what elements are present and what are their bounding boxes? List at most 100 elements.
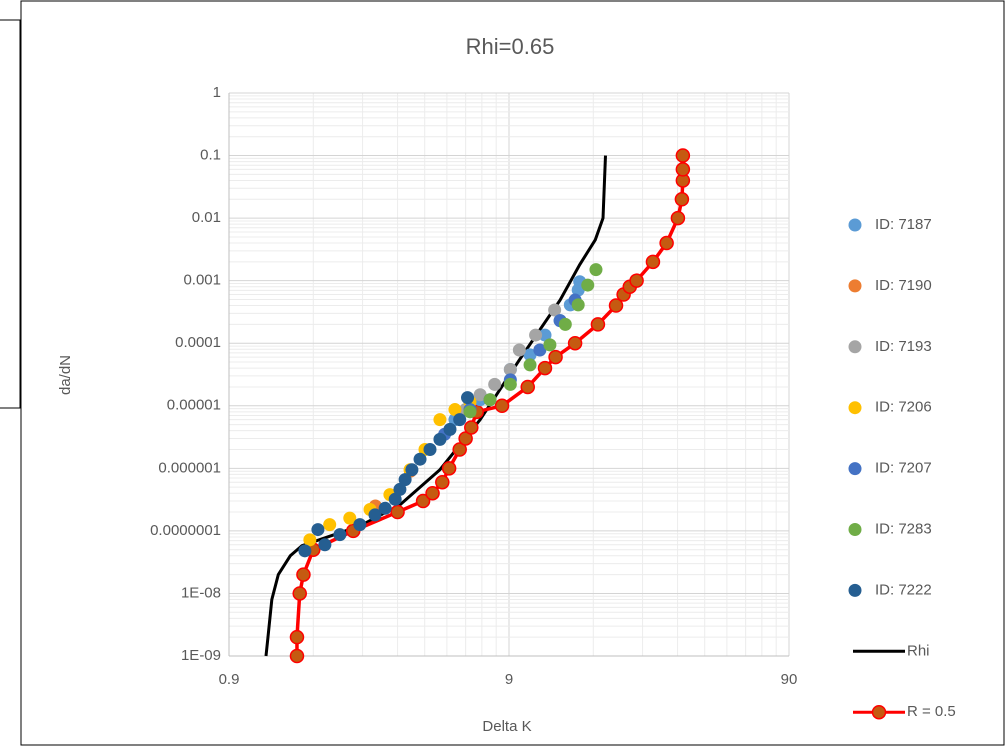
point <box>589 263 603 277</box>
point <box>443 422 457 436</box>
point <box>393 482 407 496</box>
point <box>433 432 447 446</box>
legend-marker <box>848 462 862 476</box>
point <box>292 586 307 601</box>
point <box>571 298 585 312</box>
neighbor-chart-edge <box>0 19 21 409</box>
point <box>452 442 467 457</box>
point <box>608 298 624 313</box>
legend-label: ID: 7193 <box>875 338 932 355</box>
point <box>543 338 557 352</box>
plot <box>264 148 691 664</box>
point <box>520 379 535 395</box>
point <box>675 148 691 163</box>
point <box>538 328 552 342</box>
y-tick-label: 0.0000001 <box>150 522 221 539</box>
point <box>645 254 661 270</box>
x-tick-label: 0.9 <box>219 671 240 688</box>
point <box>433 413 447 427</box>
legend-label: ID: 7222 <box>875 581 932 598</box>
point <box>425 485 440 501</box>
point <box>296 567 311 582</box>
point <box>503 363 517 377</box>
point <box>441 461 457 476</box>
point <box>558 317 572 331</box>
point <box>548 349 563 365</box>
point <box>670 210 686 226</box>
legend-marker <box>848 340 862 354</box>
x-axis-title: Delta K <box>482 718 531 735</box>
point <box>405 463 419 477</box>
point <box>567 335 583 351</box>
y-tick-label: 0.000001 <box>158 459 221 476</box>
y-tick-label: 1E-09 <box>181 647 221 664</box>
grid: 0.9 9 90 1E-09 1E-08 0.0000001 0.000001 0.00001… <box>150 84 797 688</box>
point <box>303 533 317 547</box>
x-tick-label: 9 <box>505 671 513 688</box>
chart-title: Rhi=0.65 <box>466 34 555 59</box>
point <box>413 452 427 466</box>
legend-label: Rhi <box>907 642 930 659</box>
point <box>461 391 475 405</box>
legend-label: ID: 7283 <box>875 520 932 537</box>
legend-marker <box>848 279 862 293</box>
legend-label: ID: 7190 <box>875 277 932 294</box>
y-tick-label: 0.1 <box>200 147 221 164</box>
y-tick-label: 1E-08 <box>181 584 221 601</box>
point <box>494 398 510 414</box>
legend-label: ID: 7206 <box>875 399 932 416</box>
point <box>318 538 332 552</box>
point <box>581 278 595 292</box>
point <box>415 493 431 509</box>
point <box>523 348 537 362</box>
point <box>435 474 450 490</box>
point <box>512 343 526 357</box>
point <box>473 388 487 402</box>
point <box>368 508 382 522</box>
legend-marker <box>848 523 862 536</box>
point <box>464 420 479 435</box>
point <box>488 377 502 391</box>
point <box>448 403 462 417</box>
point <box>674 192 690 207</box>
point <box>503 377 517 391</box>
point <box>659 235 674 251</box>
legend-marker <box>871 704 887 720</box>
point <box>398 473 412 487</box>
y-tick-label: 0.0001 <box>175 334 221 351</box>
point <box>453 413 467 427</box>
point <box>289 629 305 645</box>
y-tick-label: 1 <box>213 84 221 101</box>
point <box>523 358 537 372</box>
y-tick-label: 0.00001 <box>167 397 221 414</box>
point <box>548 303 562 317</box>
legend-label: ID: 7207 <box>875 460 932 477</box>
point <box>388 492 402 506</box>
legend-marker <box>848 218 862 232</box>
y-tick-label: 0.001 <box>183 272 221 289</box>
legend-label: R = 0.5 <box>907 703 956 720</box>
series-line <box>264 155 607 657</box>
point <box>533 343 547 357</box>
point <box>333 528 347 542</box>
point <box>311 523 325 537</box>
point <box>675 162 691 177</box>
point <box>289 648 305 664</box>
point <box>629 273 644 288</box>
x-tick-label: 90 <box>781 671 798 688</box>
y-tick-label: 0.01 <box>192 209 221 226</box>
point <box>529 328 543 342</box>
point <box>298 544 312 558</box>
point <box>343 511 357 525</box>
point <box>323 518 337 532</box>
point <box>463 405 477 419</box>
point <box>378 501 392 515</box>
point <box>390 504 405 520</box>
legend-label: ID: 7187 <box>875 216 932 233</box>
point <box>423 443 437 457</box>
point <box>483 393 497 407</box>
point <box>590 317 606 332</box>
legend-marker <box>848 401 862 415</box>
